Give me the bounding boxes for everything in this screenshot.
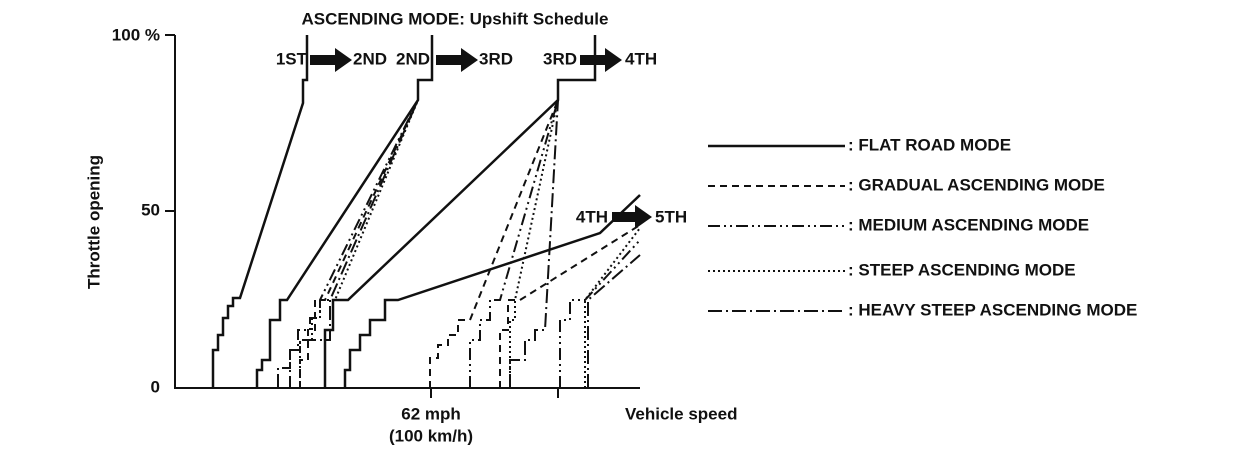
shift-label: 3RD xyxy=(479,49,513,68)
shift-label: 1ST xyxy=(276,49,308,68)
y-tick-label: 100 % xyxy=(112,25,160,44)
legend-label: : MEDIUM ASCENDING MODE xyxy=(848,215,1089,234)
shift-arrows xyxy=(310,48,652,229)
y-axis-label: Throttle opening xyxy=(84,155,103,289)
x-tick-label: 62 mph xyxy=(401,404,461,423)
shift-label: 3RD xyxy=(543,49,577,68)
shift-label: 4TH xyxy=(576,207,608,226)
legend-label: : STEEP ASCENDING MODE xyxy=(848,260,1076,279)
y-tick-label: 50 xyxy=(141,200,160,219)
legend-label: : GRADUAL ASCENDING MODE xyxy=(848,175,1105,194)
shift-label: 5TH xyxy=(655,207,687,226)
shift-label: 2ND xyxy=(396,49,430,68)
axes xyxy=(165,34,640,398)
x-axis-label: Vehicle speed xyxy=(625,404,737,423)
legend-label: : FLAT ROAD MODE xyxy=(848,135,1011,154)
legend: : FLAT ROAD MODE : GRADUAL ASCENDING MOD… xyxy=(708,135,1137,319)
legend-label: : HEAVY STEEP ASCENDING MODE xyxy=(848,300,1137,319)
y-tick-label: 0 xyxy=(151,377,160,396)
shift-label: 2ND xyxy=(353,49,387,68)
title: ASCENDING MODE: Upshift Schedule xyxy=(302,9,609,28)
x-tick-label: (100 km/h) xyxy=(389,426,473,445)
shift-label: 4TH xyxy=(625,49,657,68)
curves xyxy=(211,35,641,388)
